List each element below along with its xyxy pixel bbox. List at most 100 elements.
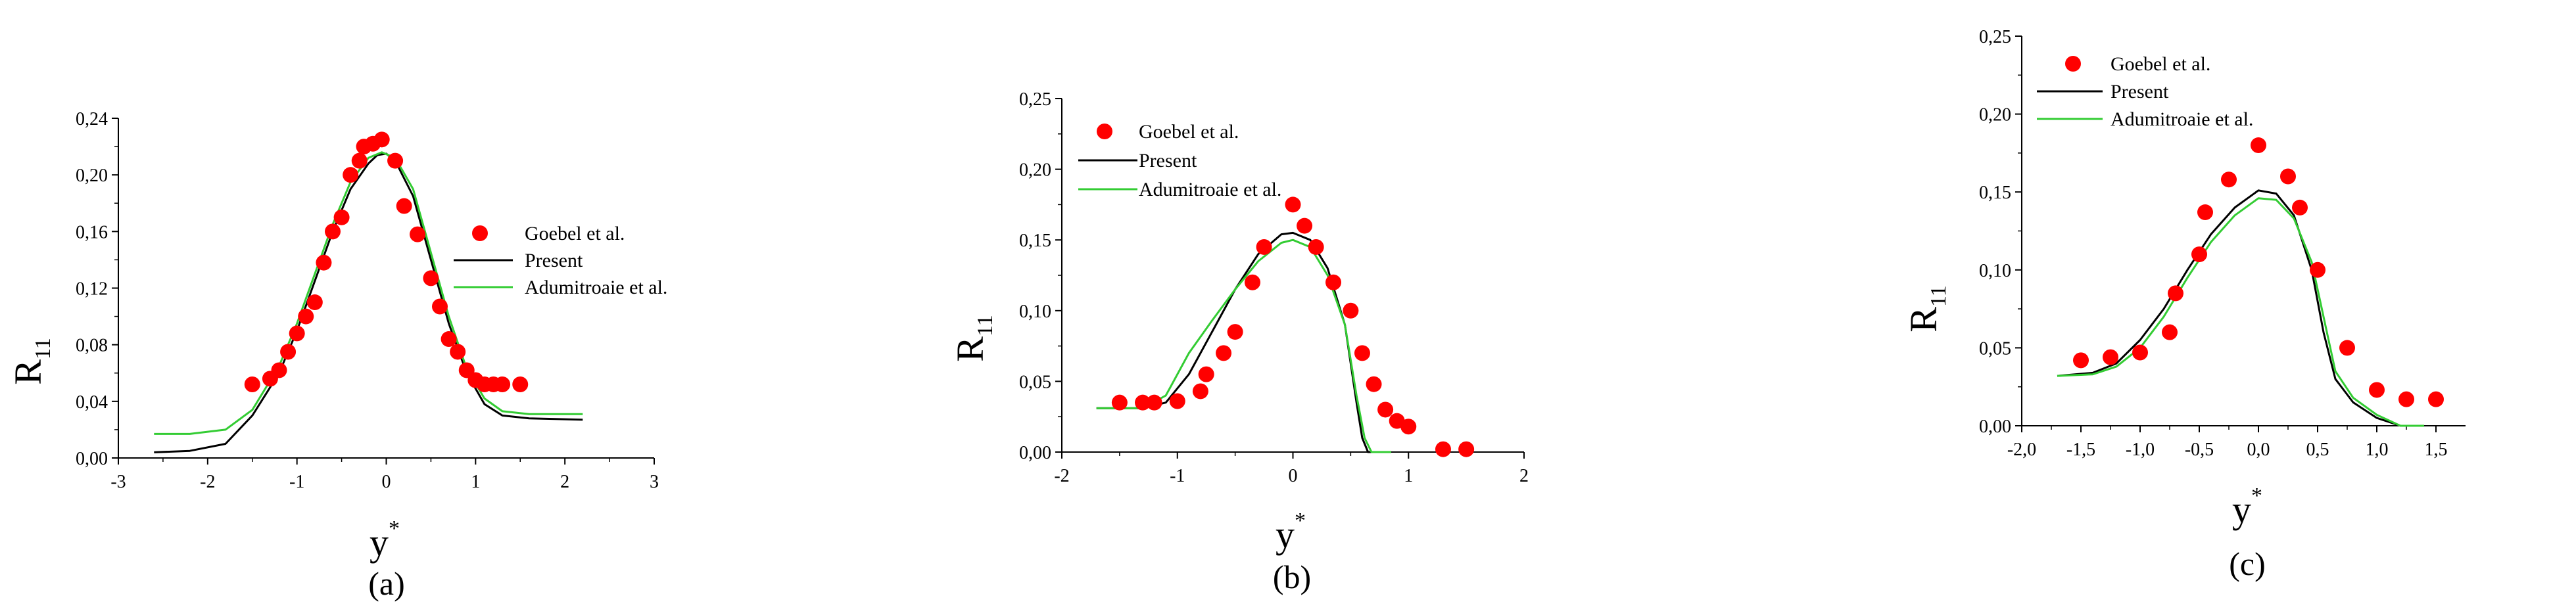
series-line-adumitroaie-et-al: [154, 151, 583, 435]
y-tick-label: 0,00: [1019, 443, 1051, 463]
y-tick-label: 0,00: [1979, 417, 2011, 437]
y-tick-label: 0,05: [1979, 338, 2011, 359]
data-point: [1285, 196, 1301, 213]
data-point: [1146, 394, 1162, 411]
data-point: [343, 167, 359, 183]
y-tick-label: 0,15: [1019, 231, 1051, 251]
x-tick-label: -0,5: [2185, 440, 2214, 460]
y-tick-label: 0,04: [76, 392, 108, 413]
data-point: [1135, 394, 1151, 411]
legend-marker: [472, 225, 488, 241]
panel-label: (b): [1273, 558, 1311, 595]
legend-label: Goebel et al.: [1139, 121, 1239, 143]
x-tick-label: 1,5: [2425, 440, 2448, 460]
y-tick-label: 0,20: [76, 166, 108, 186]
y-tick-label: 0,10: [1979, 261, 2011, 281]
data-point: [2310, 262, 2326, 278]
series-line-present: [154, 152, 583, 453]
y-axis-label-subscript: 11: [31, 338, 55, 359]
legend-label: Present: [1139, 150, 1197, 171]
data-point: [2280, 168, 2296, 185]
data-point: [2292, 199, 2308, 216]
chart-panel-b: -2 -1 0 1 20,000,050,100,150,200,25R11y*(b)G…: [949, 89, 1529, 595]
data-point: [1400, 419, 1417, 435]
y-tick-label: 0,20: [1979, 105, 2011, 125]
x-tick-label: 1,0: [2366, 440, 2389, 460]
data-point: [450, 344, 466, 360]
data-point: [316, 254, 332, 271]
x-tick-label: -1,0: [2126, 440, 2155, 460]
x-tick-label: 2: [560, 472, 569, 492]
y-axis-label-subscript: 11: [973, 315, 997, 336]
legend-label: Goebel et al.: [2111, 53, 2210, 75]
data-point: [2398, 391, 2414, 407]
x-axis-label: y*: [370, 516, 400, 564]
legend-marker: [2065, 56, 2081, 72]
x-tick-label: -1,5: [2066, 440, 2095, 460]
legend-label: Adumitroaie et al.: [1139, 179, 1281, 200]
data-point: [289, 325, 305, 342]
data-point: [373, 131, 390, 148]
y-tick-label: 0,00: [76, 449, 108, 469]
data-point: [1192, 383, 1208, 399]
data-point: [1244, 274, 1260, 290]
y-tick-label: 0,24: [76, 109, 108, 129]
panel-label: (c): [2229, 545, 2266, 582]
data-point: [396, 198, 412, 214]
x-tick-label: 0: [1289, 466, 1298, 486]
x-tick-label: 0: [382, 472, 391, 492]
series-line-adumitroaie-et-al: [1096, 239, 1391, 453]
y-tick-label: 0,10: [1019, 302, 1051, 322]
data-point: [1169, 393, 1185, 409]
data-point: [2251, 137, 2266, 154]
y-axis-label-main: R: [949, 336, 991, 362]
x-tick-label: 2: [1519, 466, 1529, 486]
data-point: [2168, 285, 2183, 302]
data-point: [325, 223, 341, 240]
data-point: [494, 376, 511, 392]
x-tick-label: -2: [200, 472, 215, 492]
data-point: [1308, 239, 1324, 255]
data-point: [441, 331, 457, 348]
data-point: [1458, 441, 1475, 457]
y-axis-label-subscript: 11: [1926, 285, 1951, 307]
x-axis-label-superscript: *: [389, 516, 400, 541]
data-point: [432, 298, 448, 315]
y-tick-label: 0,05: [1019, 372, 1051, 392]
legend-label: Goebel et al.: [525, 223, 625, 244]
data-point: [1343, 302, 1359, 319]
legend: Goebel et al. Present Adumitroaie et al.: [454, 223, 667, 298]
data-point: [2191, 246, 2207, 263]
legend-label: Adumitroaie et al.: [2111, 108, 2253, 130]
legend-label: Adumitroaie et al.: [525, 277, 667, 298]
series-line-present: [2057, 189, 2424, 427]
data-point: [2369, 382, 2385, 398]
data-point: [2339, 340, 2355, 356]
data-point: [1366, 376, 1382, 392]
y-tick-label: 0,08: [76, 336, 108, 356]
x-tick-label: -1: [289, 472, 304, 492]
data-point: [2428, 391, 2444, 407]
x-tick-label: 3: [650, 472, 659, 492]
x-axis-label-main: y: [2232, 488, 2251, 531]
data-point: [333, 209, 350, 225]
data-point: [2103, 349, 2118, 365]
x-axis-label-superscript: *: [2251, 484, 2262, 508]
data-point: [1256, 239, 1272, 255]
data-point: [2221, 171, 2237, 188]
x-axis-label: y*: [1276, 509, 1306, 556]
data-point: [1325, 274, 1342, 290]
x-tick-label: 0,0: [2247, 440, 2270, 460]
data-point: [280, 344, 297, 360]
x-tick-label: 0,5: [2306, 440, 2329, 460]
data-point: [2073, 352, 2089, 369]
legend: Goebel et al. Present Adumitroaie et al.: [2037, 53, 2253, 130]
data-point: [387, 152, 404, 169]
data-point: [1111, 394, 1128, 411]
data-point: [1198, 366, 1214, 382]
x-axis-label-main: y: [370, 521, 389, 564]
legend-marker: [1097, 124, 1112, 139]
data-point: [244, 376, 260, 392]
data-point: [2197, 204, 2213, 221]
